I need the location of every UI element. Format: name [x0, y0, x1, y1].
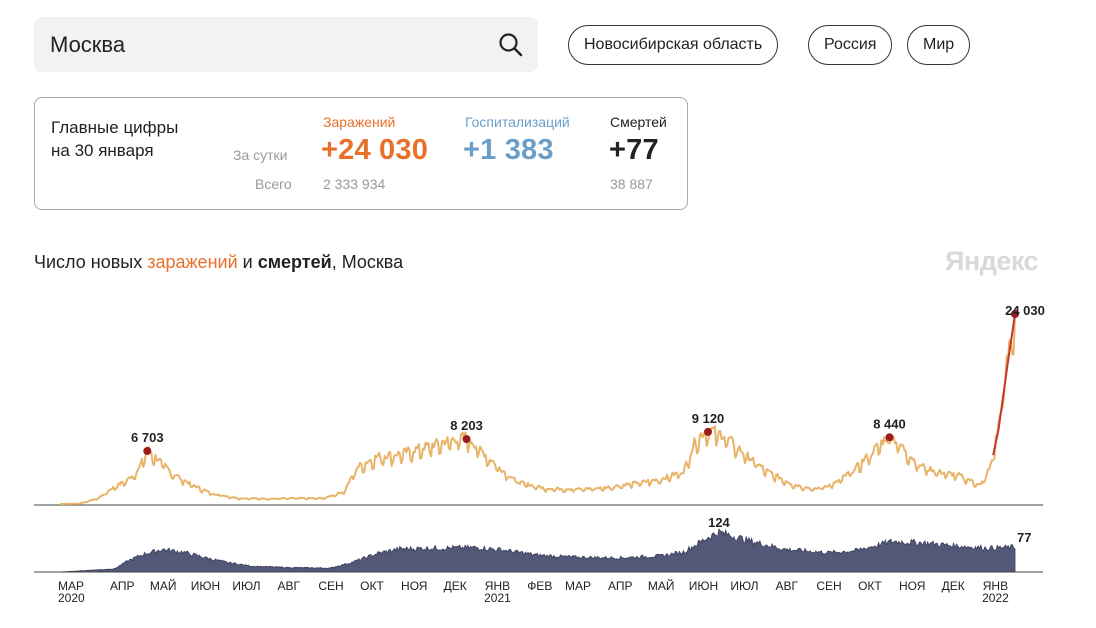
x-tick-label-11: ФЕВ — [527, 579, 552, 593]
infections-peak-label-1: 8 203 — [450, 418, 483, 433]
x-tick-label-8: НОЯ — [401, 579, 427, 593]
deaths-area — [59, 528, 1016, 573]
search-icon — [499, 33, 523, 57]
key-figures-card: Главные цифры на 30 января За сутки Всег… — [34, 97, 688, 210]
infections-peak-marker-1 — [462, 435, 471, 444]
x-tick-label-9: ДЕК — [444, 579, 467, 593]
x-tick-label-14: МАЙ — [648, 578, 675, 593]
deaths-day: +77 — [609, 134, 659, 166]
search-input[interactable] — [34, 17, 474, 72]
infections-day: +24 030 — [321, 134, 429, 166]
x-tick-label-10: ЯНВ — [485, 579, 510, 593]
x-tick-label-15: ИЮН — [689, 579, 718, 593]
infections-peak-label-0: 6 703 — [131, 430, 164, 445]
infections-peak-label-3: 8 440 — [873, 416, 906, 431]
x-tick-label-6: СЕН — [318, 579, 343, 593]
search-box — [34, 17, 538, 72]
x-tick-label-16: ИЮЛ — [730, 579, 758, 593]
x-tick-label-17: АВГ — [775, 579, 798, 593]
x-tick-label-7: ОКТ — [360, 579, 384, 593]
search-button[interactable] — [496, 30, 526, 60]
x-tick-label-22: ЯНВ — [983, 579, 1008, 593]
infections-surge-line — [992, 313, 1016, 456]
infections-line — [60, 313, 1016, 505]
deaths-total: 38 887 — [610, 176, 653, 192]
infections-peak-marker-3 — [885, 433, 894, 442]
hospitalizations-label: Госпитализаций — [465, 114, 570, 130]
deaths-peak-label-0: 124 — [708, 515, 730, 530]
x-tick-year-10: 2021 — [484, 591, 511, 605]
infections-peak-marker-2 — [704, 427, 713, 436]
x-tick-year-0: 2020 — [58, 591, 85, 605]
infections-total: 2 333 934 — [323, 176, 386, 192]
infections-peak-label-2: 9 120 — [692, 411, 725, 426]
chart-title: Число новых заражений и смертей, Москва — [34, 252, 404, 272]
x-tick-label-18: СЕН — [816, 579, 841, 593]
infections-peak-marker-4 — [1011, 310, 1019, 318]
x-tick-label-5: АВГ — [277, 579, 300, 593]
row-label-total: Всего — [255, 176, 292, 192]
region-button-world[interactable]: Мир — [907, 25, 971, 65]
x-tick-label-19: ОКТ — [858, 579, 882, 593]
region-button-novosibirsk[interactable]: Новосибирская область — [568, 25, 779, 65]
x-tick-label-3: ИЮН — [191, 579, 220, 593]
x-tick-label-2: МАЙ — [150, 578, 177, 593]
hospitalizations-day: +1 383 — [463, 134, 554, 166]
region-button-russia[interactable]: Россия — [808, 25, 893, 65]
infections-peak-marker-0 — [143, 447, 152, 456]
infections-label: Заражений — [323, 114, 396, 130]
x-tick-label-1: АПР — [110, 579, 135, 593]
x-tick-label-12: МАР — [565, 579, 591, 593]
x-tick-label-0: МАР — [58, 579, 84, 593]
infections-peak-label-4: 24 030 — [1005, 303, 1045, 318]
deaths-peak-label-1: 77 — [1017, 530, 1031, 545]
deaths-label: Смертей — [610, 114, 667, 130]
card-title: Главные цифры на 30 января — [51, 118, 179, 160]
x-tick-label-20: НОЯ — [899, 579, 925, 593]
x-tick-label-21: ДЕК — [942, 579, 965, 593]
x-tick-year-22: 2022 — [982, 591, 1009, 605]
yandex-logo: Яндекс — [945, 246, 1039, 276]
row-label-day: За сутки — [233, 147, 288, 163]
x-tick-label-4: ИЮЛ — [232, 579, 260, 593]
x-tick-label-13: АПР — [608, 579, 633, 593]
